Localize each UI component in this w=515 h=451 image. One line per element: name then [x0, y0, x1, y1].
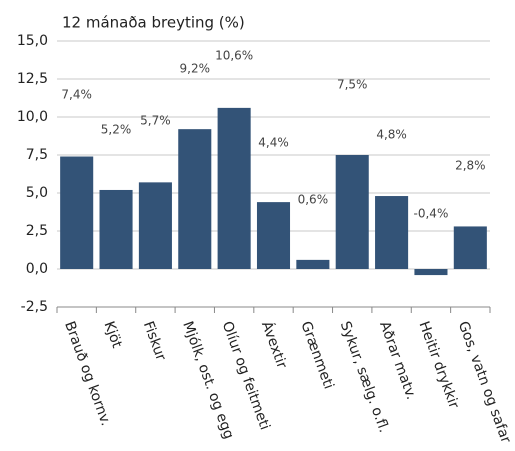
bar [256, 202, 291, 269]
y-tick-label: 7,5 [26, 147, 48, 163]
bar [335, 155, 369, 269]
x-tick-label: Gos, vatn og safar [455, 319, 514, 445]
data-label: -0,4% [414, 207, 449, 221]
bar [60, 156, 94, 269]
bar [375, 196, 409, 269]
bar [453, 226, 487, 269]
y-tick-label: 5,0 [26, 185, 48, 201]
x-tick-label: Ávextir [258, 319, 291, 371]
bar [99, 189, 133, 269]
y-tick-label: -2,5 [21, 299, 48, 315]
data-label: 5,7% [140, 114, 171, 128]
data-label: 4,8% [376, 128, 407, 142]
x-tick-label: Fiskur [140, 319, 169, 363]
bar [178, 129, 212, 269]
x-tick-label: Heitir drykkir [415, 319, 461, 411]
chart-title: 12 mánaða breyting (%) [62, 14, 245, 32]
x-tick-label: Aðrar matv. [376, 319, 419, 402]
y-tick-label: 10,0 [17, 109, 48, 125]
bar [296, 259, 330, 269]
data-label: 7,5% [337, 78, 368, 92]
data-label: 4,4% [258, 136, 289, 150]
y-tick-label: 2,5 [26, 223, 48, 239]
bar [217, 107, 251, 269]
x-tick-label: Grænmeti [297, 319, 336, 391]
data-label: 10,6% [215, 49, 253, 63]
bar [138, 182, 172, 269]
data-label: 0,6% [298, 193, 329, 207]
data-label: 2,8% [455, 159, 486, 173]
data-label: 7,4% [61, 88, 92, 102]
y-tick-label: 15,0 [17, 33, 48, 49]
x-tick-label: Kjöt [101, 319, 125, 350]
data-label: 9,2% [180, 62, 211, 76]
bar [414, 269, 448, 276]
data-label: 5,2% [101, 123, 132, 137]
y-tick-label: 0,0 [26, 261, 48, 277]
y-tick-label: 12,5 [17, 71, 48, 87]
